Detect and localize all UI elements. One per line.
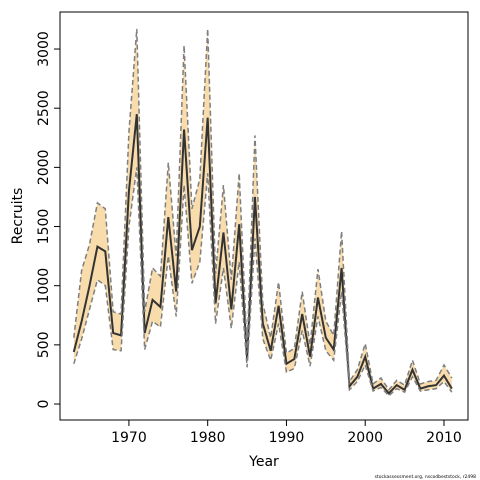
x-tick-label: 2010 xyxy=(426,430,462,446)
footnote: stockassessment.org, nscodbeststock, r24… xyxy=(375,474,476,480)
y-tick-label: 1000 xyxy=(36,268,52,304)
x-tick-label: 1990 xyxy=(269,430,305,446)
y-tick-label: 500 xyxy=(36,331,52,358)
plot-frame xyxy=(59,11,469,421)
estimate-line xyxy=(72,114,453,395)
y-tick-label: 2000 xyxy=(36,150,52,186)
bound-line xyxy=(73,167,453,397)
x-tick-label: 2000 xyxy=(347,430,383,446)
x-tick-label: 1970 xyxy=(111,430,147,446)
y-tick-label: 3000 xyxy=(36,31,52,67)
y-tick-label: 0 xyxy=(36,400,52,409)
x-axis-label: Year xyxy=(248,454,279,470)
x-tick-label: 1980 xyxy=(190,430,226,446)
bound-line xyxy=(73,28,453,392)
y-tick-label: 2500 xyxy=(36,90,52,126)
y-tick-label: 1500 xyxy=(36,209,52,245)
y-axis-label: Recruits xyxy=(10,188,26,245)
